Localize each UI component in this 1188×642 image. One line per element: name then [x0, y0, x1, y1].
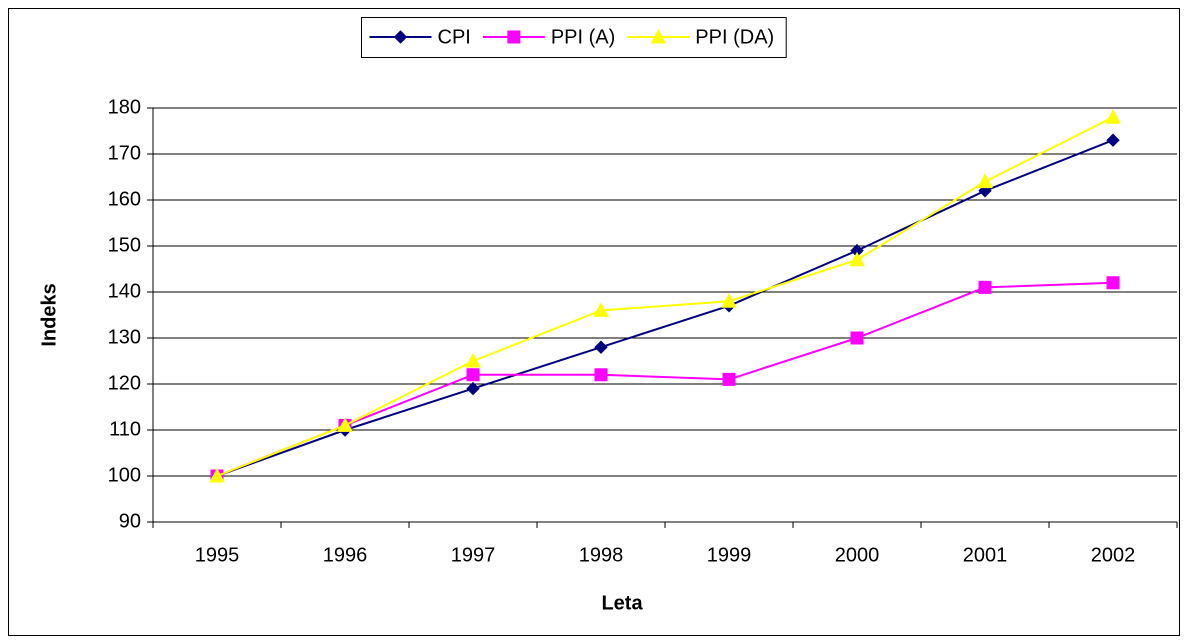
series-line	[216, 116, 1114, 477]
marker	[1106, 276, 1120, 290]
x-tick-label: 1995	[195, 544, 240, 566]
series-line	[216, 139, 1114, 477]
series-line	[216, 281, 1114, 477]
legend-label: PPI (A)	[551, 26, 615, 48]
marker	[465, 352, 481, 368]
marker	[977, 173, 993, 189]
y-tick-label: 180	[108, 96, 141, 118]
x-tick-label: 1998	[579, 544, 624, 566]
marker	[337, 417, 353, 432]
marker	[978, 280, 992, 294]
marker	[850, 331, 864, 345]
x-tick-label: 2001	[963, 544, 1008, 566]
x-tick-label: 2000	[835, 544, 880, 566]
marker	[849, 251, 865, 267]
marker	[593, 302, 609, 317]
marker	[393, 30, 408, 44]
x-tick-label: 1996	[323, 544, 368, 566]
y-tick-label: 140	[108, 280, 141, 302]
marker	[466, 381, 480, 396]
chart-border	[8, 8, 1180, 636]
marker	[507, 30, 521, 44]
y-tick-label: 120	[108, 372, 141, 394]
marker	[722, 372, 736, 386]
marker	[594, 368, 608, 382]
legend-label: PPI (DA)	[695, 26, 774, 48]
x-tick-label: 2002	[1091, 544, 1136, 566]
marker	[466, 368, 480, 382]
marker	[1105, 109, 1121, 124]
legend-box	[361, 17, 787, 58]
marker	[594, 340, 608, 354]
y-tick-label: 150	[108, 234, 141, 256]
y-axis-title: Indeks	[38, 283, 60, 346]
y-tick-label: 130	[108, 326, 141, 348]
y-tick-label: 170	[108, 142, 141, 164]
x-tick-label: 1997	[451, 544, 496, 566]
marker	[650, 28, 667, 44]
x-axis-title: Leta	[601, 592, 643, 614]
legend-label: CPI	[438, 26, 471, 48]
marker	[721, 293, 737, 308]
legend: CPI PPI (A) PPI (DA)	[361, 17, 787, 58]
y-tick-label: 90	[119, 510, 141, 532]
marker	[209, 467, 225, 483]
marker	[1106, 133, 1120, 147]
y-tick-label: 110	[109, 418, 141, 440]
y-tick-label: 100	[108, 464, 141, 486]
x-tick-label: 1999	[707, 544, 752, 566]
y-tick-label: 160	[108, 188, 141, 210]
